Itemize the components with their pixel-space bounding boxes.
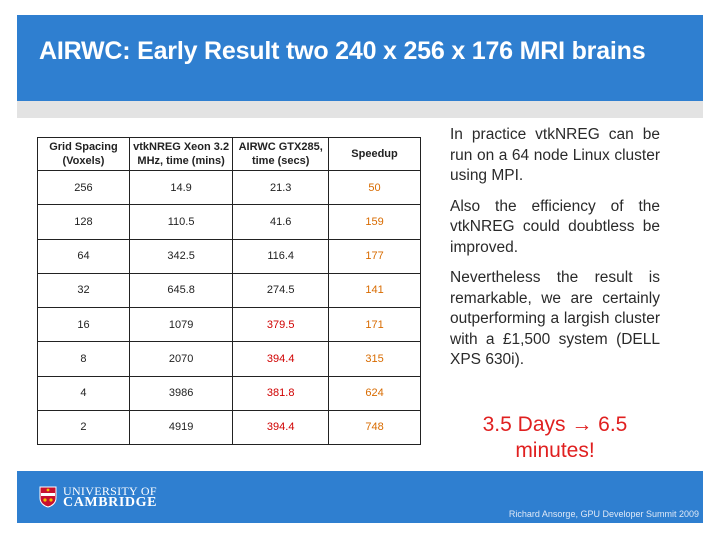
table-row: 64 342.5 116.4 177 (37, 238, 421, 274)
footer-bar: UNIVERSITY OF CAMBRIDGE Richard Ansorge,… (17, 471, 703, 523)
cell-grid-spacing: 2 (37, 409, 130, 446)
table-row: 16 1079 379.5 171 (37, 306, 421, 343)
results-table: Grid Spacing (Voxels) vtkNREG Xeon 3.2 M… (37, 137, 421, 446)
cell-grid-spacing: 64 (37, 238, 130, 274)
cell-speedup: 50 (328, 169, 421, 206)
cell-speedup: 315 (328, 341, 421, 377)
cell-airwc-time: 116.4 (232, 238, 330, 274)
header-divider (17, 101, 703, 118)
university-line-1: UNIVERSITY OF (63, 484, 157, 498)
cell-vtknreg-time: 645.8 (128, 272, 234, 309)
table-row: 8 2070 394.4 315 (37, 341, 421, 377)
cell-airwc-time: 21.3 (232, 169, 330, 206)
cell-vtknreg-time: 342.5 (128, 238, 234, 274)
university-wordmark: UNIVERSITY OF CAMBRIDGE (63, 484, 158, 510)
cell-grid-spacing: 8 (37, 341, 130, 377)
university-line-2: CAMBRIDGE (63, 495, 158, 510)
cell-vtknreg-time: 3986 (128, 375, 234, 411)
cell-airwc-time: 379.5 (232, 306, 330, 343)
speedup-highlight: 3.5 Days → 6.5 minutes! (482, 413, 628, 462)
cell-airwc-time: 274.5 (232, 272, 330, 309)
header-grid-spacing: Grid Spacing (Voxels) (37, 137, 130, 171)
university-crest-icon (39, 486, 57, 508)
cell-grid-spacing: 256 (37, 169, 130, 206)
cell-speedup: 177 (328, 238, 421, 274)
cell-airwc-time: 394.4 (232, 341, 330, 377)
cell-speedup: 171 (328, 306, 421, 343)
cell-airwc-time: 41.6 (232, 204, 330, 240)
cell-vtknreg-time: 2070 (128, 341, 234, 377)
cell-airwc-time: 394.4 (232, 409, 330, 446)
paragraph-conclusion: Nevertheless the result is remarkable, w… (450, 269, 660, 368)
table-row: 256 14.9 21.3 50 (37, 169, 421, 206)
slide: AIRWC: Early Result two 240 x 256 x 176 … (17, 15, 703, 523)
cell-speedup: 748 (328, 409, 421, 446)
table-row: 32 645.8 274.5 141 (37, 272, 421, 309)
title-bar: AIRWC: Early Result two 240 x 256 x 176 … (17, 15, 703, 101)
header-airwc-time: AIRWC GTX285, time (secs) (232, 137, 330, 171)
cell-grid-spacing: 4 (37, 375, 130, 411)
table-row: 4 3986 381.8 624 (37, 375, 421, 411)
cell-speedup: 624 (328, 375, 421, 411)
cell-grid-spacing: 128 (37, 204, 130, 240)
cell-vtknreg-time: 14.9 (128, 169, 234, 206)
header-speedup: Speedup (328, 137, 421, 171)
commentary-text: In practice vtkNREG can be run on a 64 n… (450, 125, 660, 381)
cell-speedup: 159 (328, 204, 421, 240)
paragraph-mpi: In practice vtkNREG can be run on a 64 n… (450, 126, 660, 184)
cell-airwc-time: 381.8 (232, 375, 330, 411)
slide-title: AIRWC: Early Result two 240 x 256 x 176 … (39, 37, 646, 65)
cell-vtknreg-time: 110.5 (128, 204, 234, 240)
header-vtknreg-time: vtkNREG Xeon 3.2 MHz, time (mins) (128, 137, 234, 171)
cell-vtknreg-time: 4919 (128, 409, 234, 446)
table-row: 2 4919 394.4 748 (37, 409, 421, 446)
table-header-row: Grid Spacing (Voxels) vtkNREG Xeon 3.2 M… (37, 137, 421, 171)
results-table-container: Grid Spacing (Voxels) vtkNREG Xeon 3.2 M… (37, 137, 421, 446)
cell-vtknreg-time: 1079 (128, 306, 234, 343)
table-row: 128 110.5 41.6 159 (37, 204, 421, 240)
presenter-credit: Richard Ansorge, GPU Developer Summit 20… (508, 509, 699, 519)
cell-grid-spacing: 16 (37, 306, 130, 343)
cell-speedup: 141 (328, 272, 421, 309)
paragraph-efficiency: Also the efficiency of the vtkNREG could… (450, 197, 660, 256)
cell-grid-spacing: 32 (37, 272, 130, 309)
